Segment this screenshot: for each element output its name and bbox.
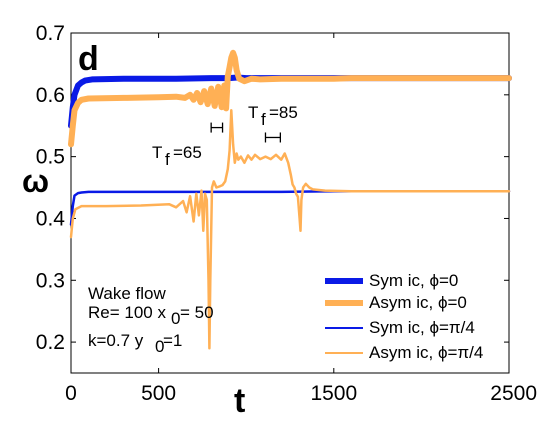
annotation-line-3b: =1	[163, 331, 182, 350]
parameter-annotation: Wake flow Re= 100 x 0 = 50 k=0.7 y 0 =1	[88, 284, 214, 356]
legend-label-2: Asym ic, ϕ=0	[369, 293, 467, 312]
tf-label-1-main: T	[152, 143, 162, 162]
legend: Sym ic, ϕ=0 Asym ic, ϕ=0 Sym ic, ϕ=π/4 A…	[325, 271, 483, 362]
x-axis-label: t	[234, 382, 245, 420]
panel-label: d	[78, 40, 99, 78]
annotation-line-3a: k=0.7 y	[88, 331, 144, 350]
tf-label-1-sub: f	[165, 150, 170, 169]
tf-bar-1	[210, 122, 224, 133]
x-tick-label: 0	[65, 382, 77, 405]
y-axis-label: ω	[22, 163, 49, 199]
tf-annotation-2: T f =85	[248, 103, 298, 129]
x-tick-label: 500	[141, 382, 176, 405]
y-tick-label: 0.7	[36, 22, 65, 45]
y-tick-label: 0.3	[36, 269, 65, 292]
annotation-line-2a: Re= 100 x	[88, 303, 166, 322]
legend-label-3: Sym ic, ϕ=π/4	[369, 318, 475, 337]
annotation-sub-0b: 0	[155, 337, 164, 356]
annotation-line-1: Wake flow	[88, 284, 167, 303]
tf-annotation-1: T f =65	[152, 143, 202, 169]
tf-label-2-main: T	[248, 103, 258, 122]
series-line-2	[68, 49, 512, 148]
y-tick-label: 0.2	[36, 331, 65, 354]
tf-label-2-sub: f	[261, 110, 266, 129]
plot-frame	[70, 32, 510, 374]
series-line-4	[69, 109, 511, 350]
y-tick-label: 0.5	[36, 146, 65, 169]
y-tick-label: 0.6	[36, 84, 65, 107]
tf-label-1-value: =65	[173, 143, 202, 162]
legend-label-1: Sym ic, ϕ=0	[369, 271, 458, 290]
tf-bar-2	[264, 132, 282, 143]
annotation-sub-0: 0	[171, 309, 180, 328]
tf-bars	[210, 122, 282, 143]
series-line-3	[69, 190, 511, 226]
tf-label-2-value: =85	[269, 103, 298, 122]
annotation-line-2b: = 50	[180, 303, 214, 322]
y-tick-label: 0.4	[36, 207, 66, 230]
axis-ticks: 0 500 1500 2500 0.2 0.3 0.4 0.5 0.6 0.7	[36, 22, 537, 405]
series-layer	[68, 49, 512, 350]
x-tick-label: 1500	[310, 382, 357, 405]
legend-label-4: Asym ic, ϕ=π/4	[369, 343, 483, 362]
x-tick-label: 2500	[490, 382, 537, 405]
